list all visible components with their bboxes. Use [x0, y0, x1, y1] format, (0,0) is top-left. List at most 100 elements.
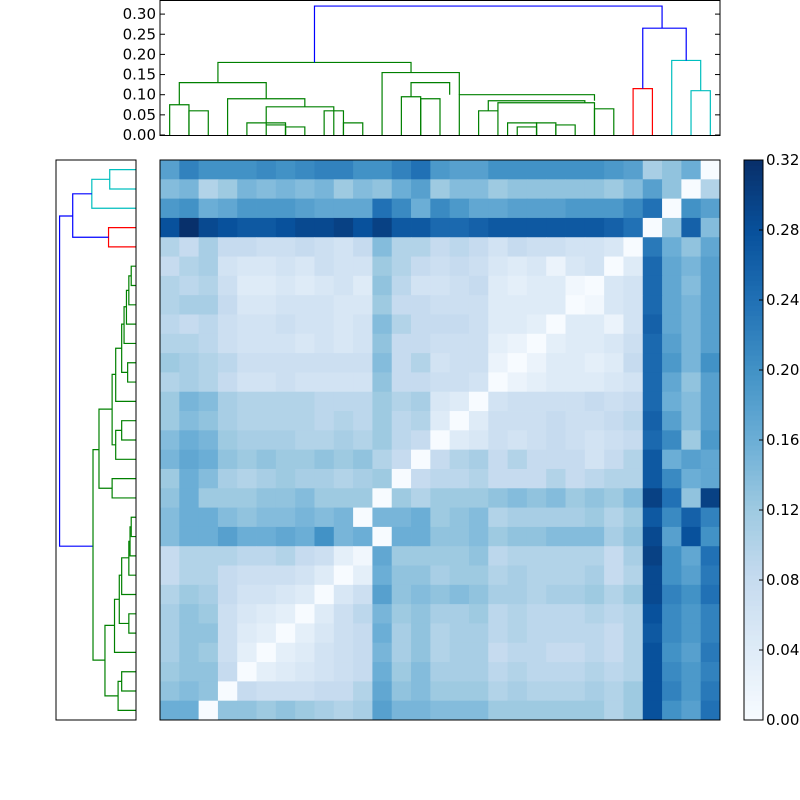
heatmap-cell	[526, 681, 547, 702]
colorbar-band	[744, 595, 763, 601]
colorbar-band	[744, 585, 763, 591]
heatmap-cell	[179, 488, 200, 508]
heatmap-cell	[295, 237, 315, 257]
heatmap-cell	[430, 160, 451, 180]
heatmap-cell	[160, 372, 180, 393]
colorbar-band	[744, 240, 763, 246]
heatmap-cell	[198, 353, 219, 373]
colorbar-band	[744, 435, 763, 441]
heatmap-cell	[256, 584, 277, 605]
heatmap-cell	[604, 662, 624, 682]
heatmap-cell	[160, 256, 180, 277]
colorbar-band	[744, 665, 763, 671]
heatmap-cell	[468, 160, 489, 180]
heatmap-cell	[237, 353, 257, 373]
colorbar-band	[744, 440, 763, 446]
heatmap-cell	[604, 584, 624, 605]
heatmap-cell	[353, 662, 373, 682]
heatmap-cell	[507, 295, 528, 315]
heatmap-cell	[275, 565, 296, 586]
heatmap-cell	[372, 642, 393, 663]
heatmap-cell	[372, 160, 393, 180]
colorbar-band	[744, 525, 763, 531]
heatmap-cell	[179, 295, 200, 315]
heatmap-cell	[642, 526, 663, 547]
heatmap-cell	[584, 430, 605, 451]
heatmap-cell	[314, 584, 335, 605]
heatmap-cell	[314, 700, 335, 721]
heatmap-cell	[391, 565, 412, 586]
heatmap-cell	[604, 526, 624, 547]
heatmap-cell	[700, 681, 721, 702]
heatmap-cell	[391, 372, 412, 393]
heatmap-cell	[449, 642, 470, 663]
heatmap-cell	[353, 160, 373, 180]
colorbar-band	[744, 320, 763, 326]
heatmap-cell	[160, 217, 180, 238]
heatmap-cell	[681, 681, 702, 702]
heatmap-cell	[449, 681, 470, 702]
heatmap-cell	[449, 507, 470, 528]
heatmap-cell	[333, 217, 354, 238]
heatmap-cell	[198, 604, 219, 624]
heatmap-cell	[623, 488, 644, 508]
heatmap-cell	[623, 526, 644, 547]
heatmap-cell	[353, 565, 373, 586]
heatmap-cell	[353, 372, 373, 393]
heatmap-cell	[546, 237, 566, 257]
heatmap-cell	[584, 372, 605, 393]
colorbar: 0.00 0.04 0.08 0.12 0.16 0.20 0.24 0.28 0.32	[743, 151, 799, 729]
heatmap-cell	[488, 353, 508, 373]
heatmap-cell	[565, 372, 586, 393]
heatmap-cell	[256, 449, 277, 470]
colorbar-band	[744, 390, 763, 396]
heatmap-cell	[217, 391, 238, 412]
colorbar-band	[744, 285, 763, 291]
heatmap-cell	[642, 507, 663, 528]
heatmap-cell	[391, 295, 412, 315]
heatmap-cell	[333, 449, 354, 470]
heatmap-cell	[160, 507, 180, 528]
heatmap-cell	[411, 256, 431, 277]
heatmap-cell	[256, 604, 277, 624]
heatmap-cell	[198, 700, 219, 721]
heatmap-cell	[217, 160, 238, 180]
colorbar-band	[744, 340, 763, 346]
heatmap-cell	[333, 488, 354, 508]
heatmap-cell	[198, 333, 219, 354]
heatmap-cell	[449, 584, 470, 605]
heatmap-cell	[623, 546, 644, 566]
heatmap-cell	[160, 681, 180, 702]
heatmap-cell	[623, 681, 644, 702]
heatmap-cell	[372, 584, 393, 605]
heatmap-cell	[700, 604, 721, 624]
colorbar-band	[744, 400, 763, 406]
heatmap-cell	[449, 217, 470, 238]
heatmap-cell	[449, 391, 470, 412]
heatmap-cell	[526, 546, 547, 566]
heatmap-cell	[584, 546, 605, 566]
heatmap-cell	[353, 198, 373, 219]
heatmap-cell	[275, 488, 296, 508]
heatmap-cell	[700, 353, 721, 373]
heatmap-cell	[333, 700, 354, 721]
top-dendrogram-tick-label: 0.00	[123, 126, 156, 144]
heatmap-cell	[623, 623, 644, 644]
heatmap-cell	[295, 526, 315, 547]
heatmap-cell	[160, 642, 180, 663]
heatmap-cell	[642, 662, 663, 682]
heatmap-cell	[411, 314, 431, 335]
heatmap-cell	[565, 604, 586, 624]
heatmap-cell	[353, 546, 373, 566]
heatmap-cell	[681, 700, 702, 721]
heatmap-cell	[565, 217, 586, 238]
heatmap-cell	[468, 314, 489, 335]
heatmap-cell	[160, 275, 180, 296]
heatmap-cell	[179, 198, 200, 219]
heatmap-cell	[662, 314, 682, 335]
heatmap-cell	[217, 546, 238, 566]
heatmap-cell	[217, 642, 238, 663]
heatmap-cell	[275, 314, 296, 335]
heatmap-cell	[700, 411, 721, 431]
heatmap-cell	[488, 295, 508, 315]
